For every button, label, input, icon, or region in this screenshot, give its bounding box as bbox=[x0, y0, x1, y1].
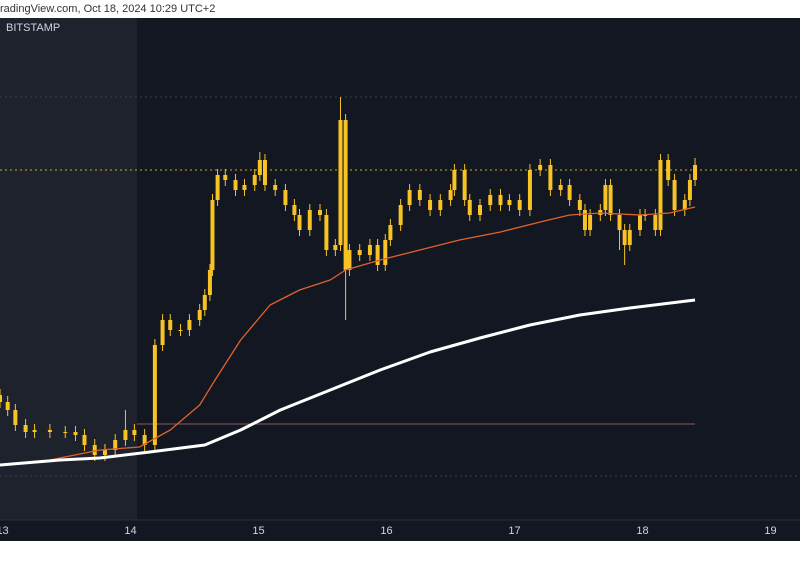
candle-body bbox=[467, 200, 472, 215]
candle-body bbox=[643, 215, 648, 216]
candle-body bbox=[498, 195, 503, 205]
candle-body bbox=[448, 190, 453, 200]
candle-body bbox=[207, 270, 212, 295]
candle-body bbox=[187, 320, 192, 330]
candle-body bbox=[142, 435, 147, 445]
x-tick-label: 19 bbox=[764, 525, 776, 537]
candle-body bbox=[273, 185, 278, 190]
candle-body bbox=[687, 180, 692, 200]
candle-body bbox=[262, 160, 267, 185]
candle-body bbox=[23, 425, 28, 432]
candle-body bbox=[608, 185, 613, 215]
candle-body bbox=[324, 215, 329, 250]
candle-body bbox=[202, 295, 207, 310]
header-text: radingView.com, Oct 18, 2024 10:29 UTC+2 bbox=[0, 3, 215, 15]
moving-average-line bbox=[0, 206, 696, 466]
x-tick-label: 18 bbox=[636, 525, 648, 537]
candle-body bbox=[343, 120, 348, 270]
candle-body bbox=[603, 185, 608, 210]
candle-body bbox=[197, 310, 202, 320]
candle-body bbox=[478, 205, 482, 215]
candle-body bbox=[672, 180, 677, 210]
candle-body bbox=[5, 402, 10, 410]
candle-body bbox=[32, 430, 37, 432]
moving-average-line bbox=[0, 298, 696, 467]
candle-body bbox=[82, 435, 87, 445]
x-tick-label: 14 bbox=[124, 525, 136, 537]
candle-body bbox=[617, 215, 622, 230]
candle-body bbox=[73, 432, 78, 435]
candle-body bbox=[338, 120, 343, 245]
candle-body bbox=[178, 330, 183, 331]
candle-body bbox=[398, 205, 403, 225]
x-tick-label: 13 bbox=[0, 525, 9, 537]
candle-body bbox=[588, 215, 593, 230]
candle-body bbox=[548, 165, 553, 190]
session-highlight bbox=[0, 18, 137, 520]
candle-body bbox=[63, 432, 68, 433]
candle-body bbox=[102, 450, 107, 455]
candle-body bbox=[307, 210, 312, 230]
candle-body bbox=[257, 160, 262, 175]
candle-body bbox=[438, 200, 443, 210]
candle-body bbox=[215, 175, 220, 200]
candle-body bbox=[168, 320, 173, 330]
candle-body bbox=[152, 345, 157, 445]
candle-body bbox=[407, 190, 412, 205]
candle-body bbox=[47, 430, 52, 432]
candle-body bbox=[210, 200, 215, 270]
candle-body bbox=[318, 210, 322, 215]
candle-body bbox=[233, 180, 238, 190]
candle-body bbox=[462, 170, 467, 200]
candle-body bbox=[357, 250, 362, 255]
candle-body bbox=[507, 200, 512, 205]
candle-body bbox=[417, 190, 422, 200]
x-tick-label: 15 bbox=[252, 525, 264, 537]
candle-body bbox=[383, 240, 388, 265]
candle-body bbox=[693, 165, 698, 180]
candle-body bbox=[682, 200, 687, 210]
candle-body bbox=[658, 160, 663, 230]
candle-body bbox=[347, 250, 352, 270]
candle-body bbox=[577, 200, 582, 210]
candle-body bbox=[666, 160, 671, 180]
candle-body bbox=[622, 230, 627, 245]
candle-body bbox=[297, 215, 302, 230]
candle-body bbox=[13, 410, 18, 425]
header-bar bbox=[0, 0, 800, 18]
candle-body bbox=[242, 185, 247, 190]
candle-body bbox=[527, 170, 532, 210]
candle-body bbox=[558, 185, 563, 190]
candle-body bbox=[517, 200, 522, 210]
x-tick-label: 16 bbox=[380, 525, 392, 537]
candle-body bbox=[333, 245, 338, 250]
candle-body bbox=[92, 445, 97, 455]
candle-body bbox=[283, 190, 288, 205]
candle-body bbox=[292, 205, 297, 215]
candle-body bbox=[488, 195, 493, 205]
candle-body bbox=[452, 170, 457, 190]
candle-body bbox=[0, 395, 2, 402]
candle-body bbox=[375, 245, 380, 265]
candle-body bbox=[428, 200, 433, 210]
candle-body bbox=[223, 175, 228, 180]
candle-body bbox=[653, 215, 658, 230]
candle-body bbox=[388, 225, 393, 240]
candle-body bbox=[567, 185, 572, 200]
candle-body bbox=[160, 320, 165, 345]
candle-body bbox=[252, 175, 257, 185]
candle-body bbox=[538, 165, 543, 170]
source-label: BITSTAMP bbox=[6, 22, 60, 34]
candle-body bbox=[132, 430, 137, 435]
footer-bar bbox=[0, 541, 800, 566]
candle-body bbox=[123, 430, 128, 440]
candle-body bbox=[627, 230, 632, 245]
candle-body bbox=[638, 215, 642, 230]
x-tick-label: 17 bbox=[508, 525, 520, 537]
candle-body bbox=[582, 210, 587, 230]
candle-body bbox=[367, 245, 372, 255]
candle-body bbox=[113, 440, 118, 450]
